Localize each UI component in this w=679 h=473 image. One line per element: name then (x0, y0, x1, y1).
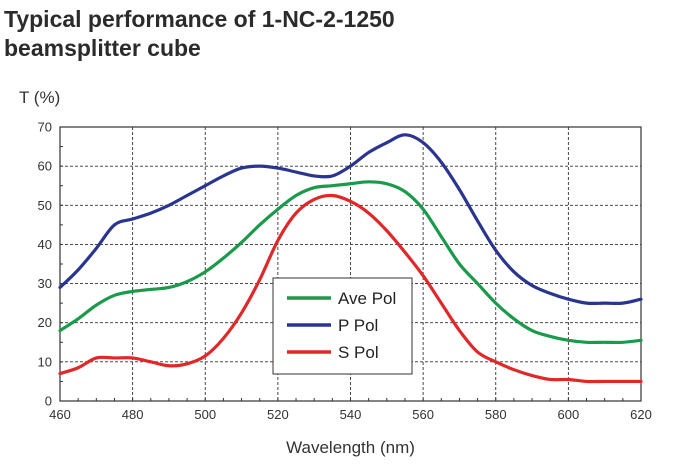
y-tick-label: 30 (38, 276, 52, 291)
y-tick-label: 20 (38, 315, 52, 330)
series-line-s-pol (58, 193, 643, 384)
series-line-ave-pol (58, 180, 643, 345)
series-line-p-pol (58, 133, 643, 306)
x-tick-label: 620 (630, 407, 652, 422)
legend-label-s-pol: S Pol (338, 343, 379, 362)
y-tick-label: 50 (38, 198, 52, 213)
x-tick-label: 500 (194, 407, 216, 422)
x-axis-label: Wavelength (nm) (286, 438, 415, 457)
x-tick-label: 600 (558, 407, 580, 422)
y-axis-label: T (%) (19, 88, 60, 107)
chart-title: Typical performance of 1-NC-2-1250 beams… (4, 6, 395, 61)
x-tick-label: 520 (267, 407, 289, 422)
x-tick-label: 540 (340, 407, 362, 422)
x-tick-label: 460 (49, 407, 71, 422)
x-tick-label: 560 (412, 407, 434, 422)
x-tick-label: 480 (122, 407, 144, 422)
y-tick-label: 70 (38, 120, 52, 135)
y-tick-label: 0 (45, 394, 52, 409)
y-tick-label: 60 (38, 159, 52, 174)
plot-frame (59, 126, 642, 402)
legend-label-ave-pol: Ave Pol (338, 289, 396, 308)
legend-label-p-pol: P Pol (338, 316, 378, 335)
x-tick-label: 580 (485, 407, 507, 422)
y-tick-label: 10 (38, 354, 52, 369)
y-tick-label: 40 (38, 237, 52, 252)
